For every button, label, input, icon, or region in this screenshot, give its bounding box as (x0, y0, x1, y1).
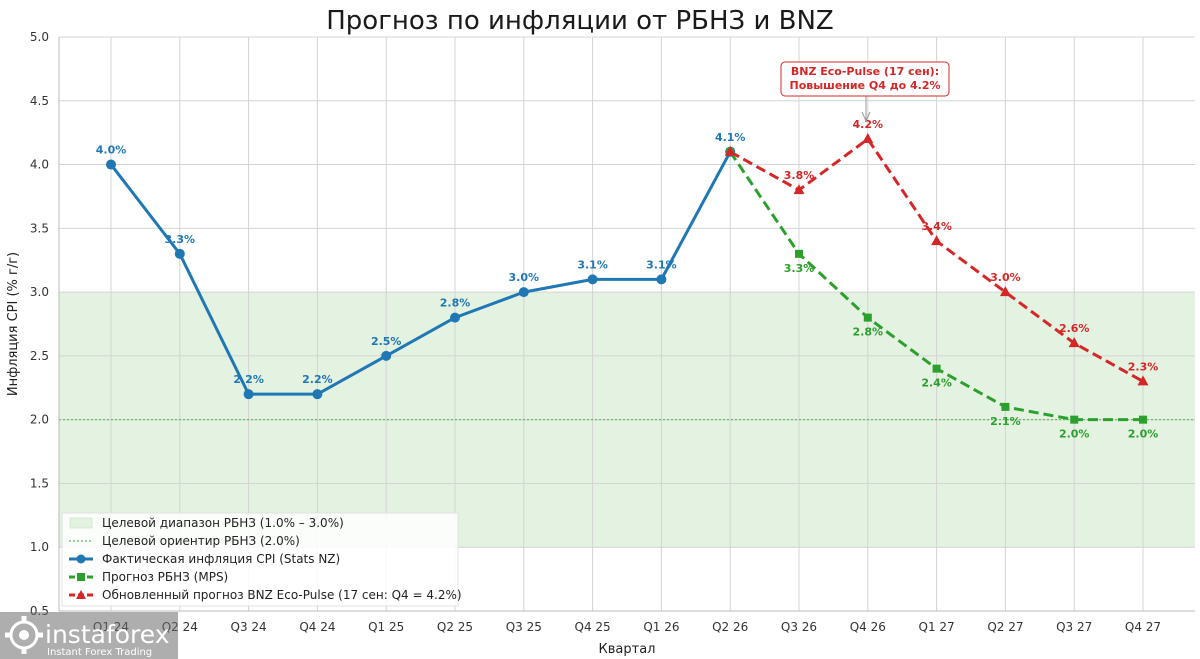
legend-marker-bnz (76, 590, 86, 599)
y-tick-label: 1.0 (30, 540, 49, 554)
data-label: 3.1% (646, 258, 677, 271)
data-label: 3.0% (509, 271, 540, 284)
legend-marker-actual (76, 554, 86, 564)
instaforex-logo-icon (5, 616, 43, 654)
legend-label-target: Целевой ориентир РБНЗ (2.0%) (102, 534, 300, 548)
data-label: 3.3% (784, 262, 815, 275)
data-point (1068, 337, 1080, 348)
data-label: 2.4% (921, 377, 952, 390)
watermark-background (0, 612, 178, 659)
data-point (999, 286, 1011, 297)
x-tick-label: Q4 24 (299, 620, 335, 634)
annotation-box (780, 61, 950, 97)
data-point (518, 287, 529, 298)
y-tick-label: 5.0 (30, 30, 49, 44)
data-point (862, 133, 874, 144)
legend-box (61, 512, 459, 607)
legend: Целевой диапазон РБНЗ (1.0% – 3.0%) Целе… (61, 512, 462, 607)
data-label: 2.0% (1059, 428, 1090, 441)
data-point (931, 235, 943, 246)
annotation-line-1: BNZ Eco-Pulse (17 сен): (791, 65, 939, 78)
y-tick-label: 3.5 (30, 221, 49, 235)
y-tick-label: 4.0 (30, 158, 49, 172)
data-label: 2.0% (1128, 428, 1159, 441)
data-point (863, 313, 872, 322)
y-tick-label: 3.0 (30, 285, 49, 299)
x-tick-label: Q1 26 (643, 620, 679, 634)
annotation: BNZ Eco-Pulse (17 сен): Повышение Q4 до … (780, 61, 950, 123)
data-point (312, 389, 323, 400)
data-point (1137, 375, 1149, 386)
data-label: 3.4% (921, 220, 952, 233)
data-point (932, 364, 941, 373)
legend-label-actual: Фактическая инфляция CPI (Stats NZ) (102, 552, 340, 566)
x-tick-label: Q2 27 (987, 620, 1023, 634)
x-tick-label: Q1 25 (368, 620, 404, 634)
data-label: 3.0% (990, 271, 1021, 284)
data-label: 3.8% (784, 169, 815, 182)
y-axis-label: Инфляция CPI (% г/г) (6, 252, 21, 396)
legend-swatch-band (69, 517, 93, 529)
data-label: 2.2% (233, 373, 264, 386)
data-point (656, 274, 667, 285)
data-point (243, 389, 254, 400)
legend-label-rbnz: Прогноз РБНЗ (MPS) (102, 570, 228, 584)
data-point (450, 312, 460, 323)
data-label: 3.1% (577, 258, 608, 271)
data-label: 2.1% (990, 415, 1021, 428)
x-tick-label: Q3 26 (781, 620, 817, 634)
x-axis-label: Квартал (599, 642, 656, 657)
y-tick-label: 2.0 (30, 413, 49, 427)
x-tick-label: Q3 27 (1056, 620, 1092, 634)
x-tick-label: Q4 26 (850, 620, 886, 634)
x-tick-label: Q3 25 (506, 620, 542, 634)
series-line (109, 151, 732, 396)
annotation-line-2: Повышение Q4 до 4.2% (789, 79, 940, 92)
data-label: 2.6% (1059, 322, 1090, 335)
data-point (174, 248, 185, 259)
x-tick-label: Q1 27 (919, 620, 955, 634)
instaforex-watermark: instaforex Instant Forex Trading (0, 612, 178, 659)
data-label: 2.3% (1128, 360, 1159, 373)
y-tick-label: 2.5 (30, 349, 49, 363)
data-point (1070, 415, 1079, 424)
x-tick-label: Q2 25 (437, 620, 473, 634)
data-point (1139, 415, 1147, 424)
legend-label-bnz: Обновленный прогноз BNZ Eco-Pulse (17 се… (102, 588, 462, 602)
data-point (793, 184, 805, 195)
chart-title: Прогноз по инфляции от РБНЗ и BNZ (326, 6, 834, 36)
legend-label-band: Целевой диапазон РБНЗ (1.0% – 3.0%) (102, 516, 344, 530)
data-labels: 4.0% 3.3% 2.2% 2.2% 2.5% 2.8% 3.0% 3.1% 3.1% 4.1%… (96, 118, 1159, 441)
watermark-brand: instaforex (45, 620, 170, 649)
data-point (587, 274, 598, 285)
x-tick-label: Q4 27 (1125, 620, 1161, 634)
data-label: 2.5% (371, 335, 402, 348)
y-tick-label: 4.5 (30, 94, 49, 108)
data-label: 3.3% (165, 233, 196, 246)
watermark-tagline: Instant Forex Trading (47, 647, 152, 658)
data-label: 4.2% (853, 118, 884, 131)
data-label: 4.1% (715, 131, 746, 144)
legend-marker-rbnz (77, 573, 85, 581)
data-label: 2.8% (853, 326, 884, 339)
x-tick-label: Q3 24 (231, 620, 267, 634)
data-point (106, 159, 116, 170)
annotation-arrowhead (861, 111, 871, 123)
y-tick-label: 1.5 (30, 476, 49, 490)
series-layer (106, 133, 1149, 424)
data-point (724, 145, 736, 156)
x-tick-label: Q4 25 (575, 620, 611, 634)
data-point (381, 350, 392, 361)
data-point (1001, 402, 1010, 411)
data-label: 4.0% (96, 144, 127, 157)
data-label: 2.2% (302, 373, 333, 386)
data-label: 2.8% (440, 297, 471, 310)
data-point (795, 249, 803, 258)
x-tick-label: Q2 26 (712, 620, 748, 634)
